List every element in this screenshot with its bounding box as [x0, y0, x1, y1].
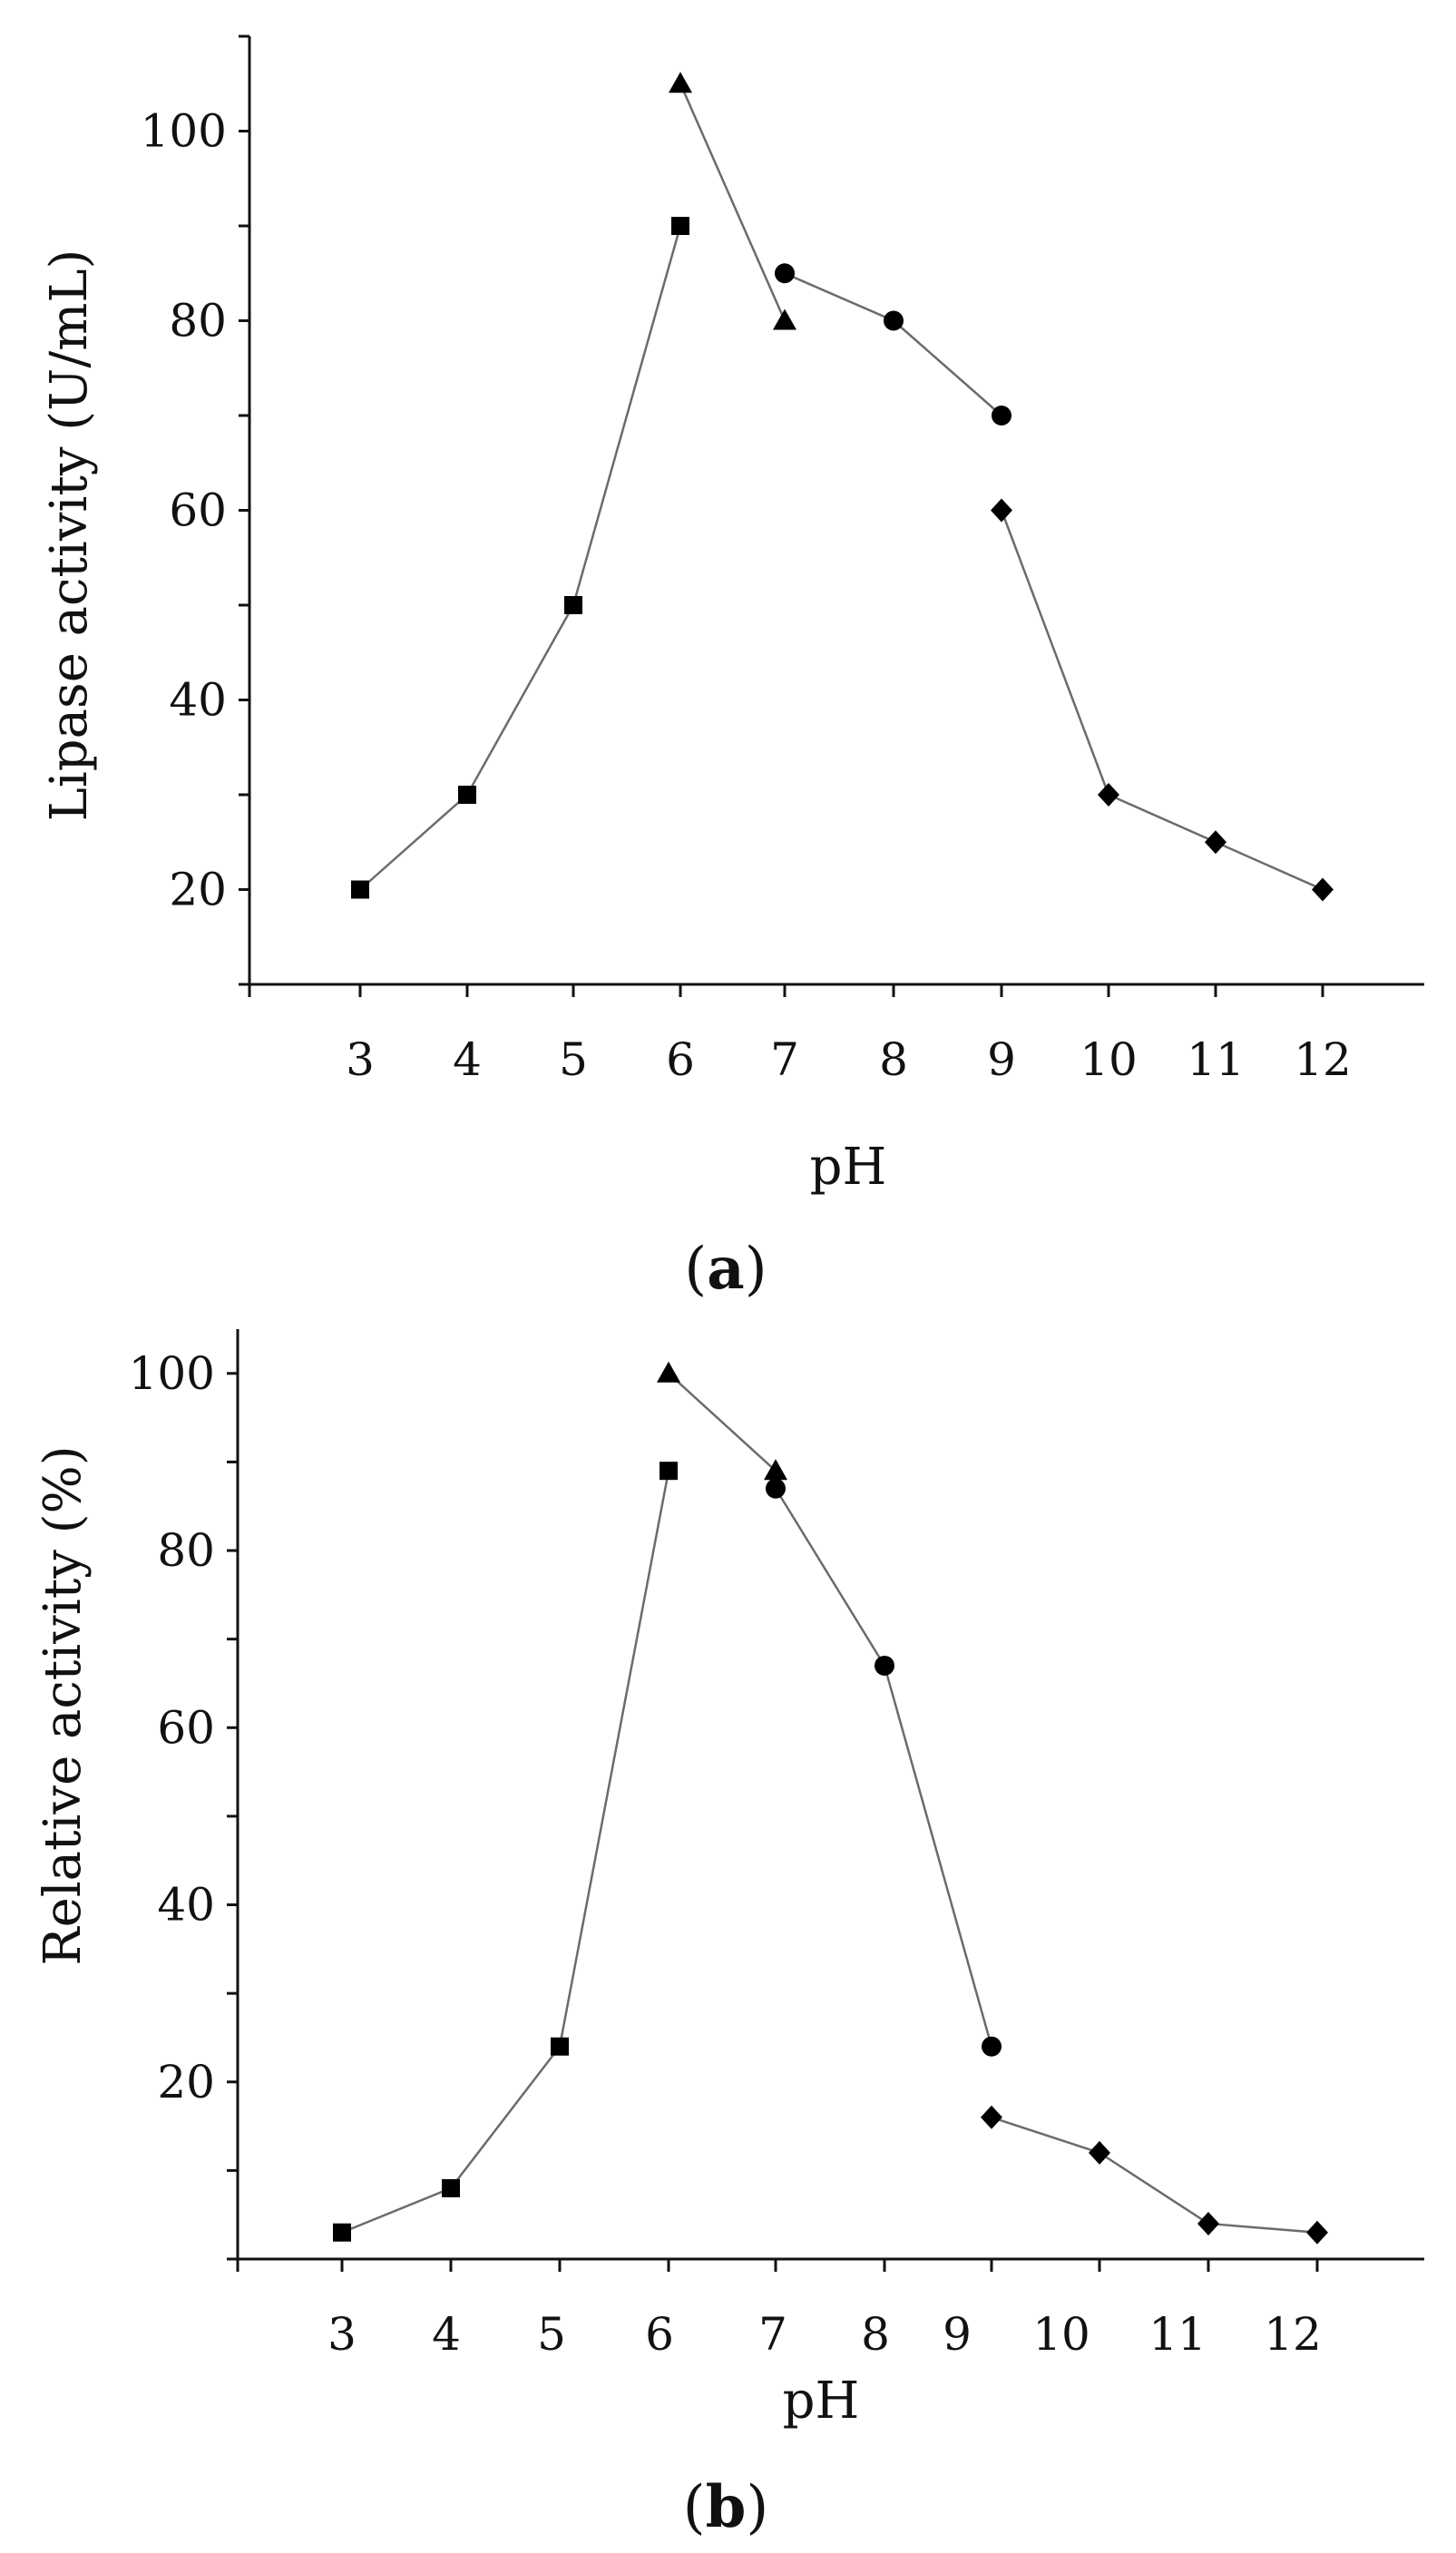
panel-a-x-tick-label: 7: [770, 1033, 799, 1086]
panel-b: 20 40 60 80 100 3 4 5 6 7 8 9 10 11 12 pH Relative act…: [34, 1329, 1424, 2541]
panel-a-series-circle-line: [784, 272, 1002, 416]
panel-b-series-square-line: [341, 1470, 670, 2234]
panel-b-circle-point: [875, 1655, 894, 1676]
panel-b-diamond-point: [1306, 2220, 1328, 2245]
panel-b-series-diamond-line: [991, 2116, 1318, 2234]
panel-a-x-tick-label: 9: [987, 1033, 1016, 1086]
panel-b-label-letter: b: [706, 2473, 747, 2541]
panel-b-axes: 20 40 60 80 100 3 4 5 6 7 8 9 10 11 12: [129, 1329, 1424, 2361]
panel-b-square-point: [660, 1462, 678, 1481]
panel-a-triangle-point: [773, 308, 796, 330]
panel-a-triangle-point: [669, 72, 692, 93]
panel-a-square-point: [458, 786, 476, 804]
panel-b-x-tick-label: 3: [327, 2308, 357, 2361]
panel-a-y-tick-label: 100: [141, 105, 227, 158]
panel-a-y-tick-label: 80: [169, 295, 227, 347]
panel-a-series-diamond-line: [1000, 510, 1324, 891]
panel-a-label: (a): [684, 1235, 767, 1303]
panel-b-series: [333, 1361, 1328, 2245]
panel-a-y-tick-label: 60: [169, 484, 227, 537]
panel-b-x-tick-label: 7: [758, 2308, 787, 2361]
panel-b-y-tick-label: 60: [157, 1701, 215, 1754]
panel-b-x-tick-label: 9: [943, 2308, 972, 2361]
panel-b-triangle-point: [764, 1459, 787, 1481]
panel-a-y-tick-label: 40: [169, 674, 227, 727]
panel-a-series: [351, 72, 1334, 902]
panel-b-x-tick-label: 6: [645, 2308, 674, 2361]
panel-b-x-tick-label: 10: [1032, 2308, 1090, 2361]
panel-b-y-tick-label: 80: [157, 1524, 215, 1577]
panel-b-x-tick-label: 4: [432, 2308, 461, 2361]
panel-a-square-point: [564, 596, 582, 614]
panel-a-x-tick-label: 12: [1294, 1033, 1352, 1086]
panel-b-triangle-point: [657, 1361, 680, 1383]
panel-a-square-point: [671, 217, 689, 235]
panel-a-diamond-point: [1098, 783, 1119, 807]
panel-b-x-tick-label: 5: [537, 2308, 566, 2361]
panel-b-label: (b): [683, 2473, 769, 2541]
panel-a-x-tick-label: 10: [1080, 1033, 1138, 1086]
panel-b-circle-point: [766, 1478, 786, 1499]
panel-a-y-tick-label: 20: [169, 864, 227, 916]
panel-b-diamond-point: [981, 2105, 1002, 2129]
panel-a-x-tick-label: 3: [346, 1033, 375, 1086]
panel-a: 20 40 60 80 100 3 4 5 6 7 8 9 10 11 12 pH Lipase activ…: [40, 34, 1424, 1303]
panel-a-x-tick-label: 6: [666, 1033, 695, 1086]
panel-a-diamond-point: [991, 498, 1012, 523]
panel-a-series-triangle-line: [679, 83, 787, 322]
panel-a-x-tick-label: 5: [559, 1033, 588, 1086]
panel-a-circle-point: [992, 406, 1011, 426]
panel-b-square-point: [551, 2037, 569, 2056]
panel-a-y-axis-title: Lipase activity (U/mL): [40, 249, 99, 822]
panel-a-x-tick-label: 11: [1187, 1033, 1245, 1086]
panel-b-square-point: [333, 2223, 351, 2242]
panel-b-diamond-point: [1197, 2211, 1219, 2235]
panel-a-circle-point: [884, 310, 904, 331]
panel-b-x-tick-label: 12: [1264, 2308, 1322, 2361]
panel-b-x-tick-label: 11: [1148, 2308, 1207, 2361]
panel-b-square-point: [442, 2178, 460, 2197]
panel-a-square-point: [351, 880, 369, 899]
panel-b-series-circle-line: [774, 1488, 993, 2048]
panel-a-axes: 20 40 60 80 100 3 4 5 6 7 8 9 10 11 12: [141, 34, 1424, 1086]
panel-a-diamond-point: [1312, 877, 1334, 902]
panel-b-y-tick-label: 40: [157, 1879, 215, 1932]
panel-b-y-tick-label: 100: [129, 1347, 215, 1400]
panel-b-circle-point: [982, 2036, 1002, 2057]
panel-a-diamond-point: [1205, 830, 1226, 855]
panel-a-x-tick-label: 8: [879, 1033, 908, 1086]
panel-a-circle-point: [775, 263, 795, 284]
panel-b-x-tick-label: 8: [861, 2308, 890, 2361]
panel-b-x-axis-title: pH: [783, 2372, 860, 2431]
panel-a-x-axis-title: pH: [810, 1138, 887, 1197]
panel-b-y-axis-title: Relative activity (%): [34, 1445, 93, 1965]
panel-b-series-triangle-line: [668, 1372, 777, 1472]
panel-a-series-square-line: [359, 225, 682, 891]
panel-b-y-tick-label: 20: [157, 2056, 215, 2108]
panel-b-diamond-point: [1089, 2140, 1110, 2165]
panel-a-label-letter: a: [707, 1235, 744, 1303]
panel-a-x-tick-label: 4: [453, 1033, 482, 1086]
